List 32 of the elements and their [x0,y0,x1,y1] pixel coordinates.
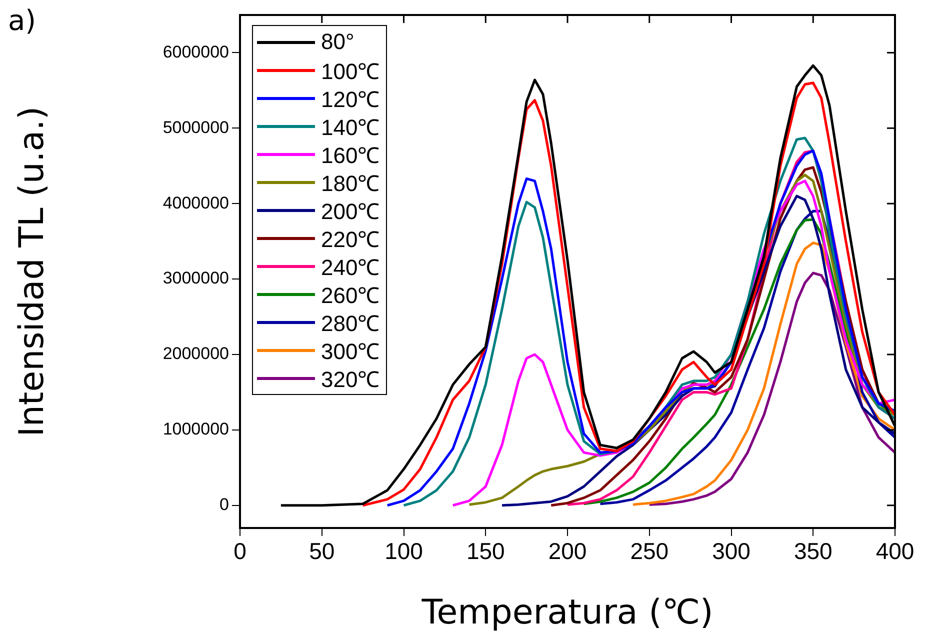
x-tick-label: 350 [794,538,832,564]
x-tick-label: 150 [466,538,505,564]
chart-title: a) [8,4,36,37]
x-tick-label: 0 [234,538,246,564]
x-tick-label: 100 [384,538,423,564]
legend-label: 240℃ [321,254,380,281]
x-tick-label: 200 [548,538,587,564]
y-tick-label: 3000000 [162,268,229,288]
legend-label: 160℃ [321,142,380,169]
x-tick-label: 400 [876,538,914,564]
x-axis-title: Temperatura (℃) [420,592,714,632]
y-tick-label: 1000000 [162,420,229,439]
legend-label: 120℃ [321,86,380,113]
legend-label: 80° [321,29,354,55]
y-tick-label: 6000000 [162,42,229,62]
legend-label: 220℃ [321,226,380,253]
legend-label: 280℃ [321,310,380,337]
y-tick-label: 2000000 [162,344,229,364]
legend-label: 180℃ [321,170,380,197]
y-tick-label: 5000000 [162,118,229,137]
legend-label: 100℃ [321,58,380,85]
x-tick-label: 300 [712,538,750,564]
x-tick-label: 250 [630,538,669,564]
legend-label: 300℃ [321,338,380,365]
y-tick-label: 0 [220,495,229,514]
legend-label: 260℃ [321,282,380,309]
legend-label: 200℃ [321,198,380,225]
y-tick-label: 4000000 [162,193,229,212]
x-tick-label: 50 [309,538,335,564]
y-axis-title: Intensidad TL (u.a.) [12,106,52,437]
legend-label: 320℃ [321,366,380,393]
legend-label: 140℃ [321,114,380,141]
